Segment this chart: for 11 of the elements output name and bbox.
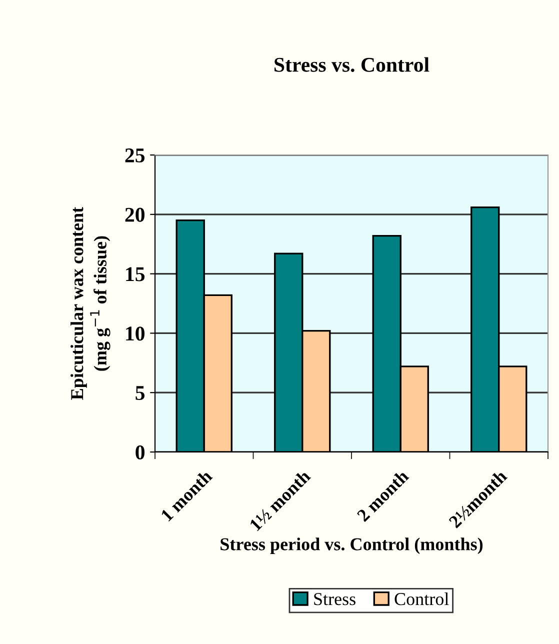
y-tick-label: 5 (136, 386, 145, 400)
chart-title: Stress vs. Control (274, 57, 430, 72)
y-tick-label: 20 (125, 208, 144, 222)
y-tick-label: 25 (125, 148, 145, 162)
legend-label: Stress (314, 593, 356, 606)
x-axis-title: Stress period vs. Control (months) (220, 538, 483, 554)
y-tick-label: 0 (136, 445, 144, 460)
y-tick-label: 15 (126, 267, 145, 282)
y-tick-label: 10 (126, 326, 144, 341)
legend-label: Control (394, 592, 449, 606)
y-axis-title: Epicuticular wax content (mg g$^{−1}$ of tissue) (70, 206, 110, 400)
